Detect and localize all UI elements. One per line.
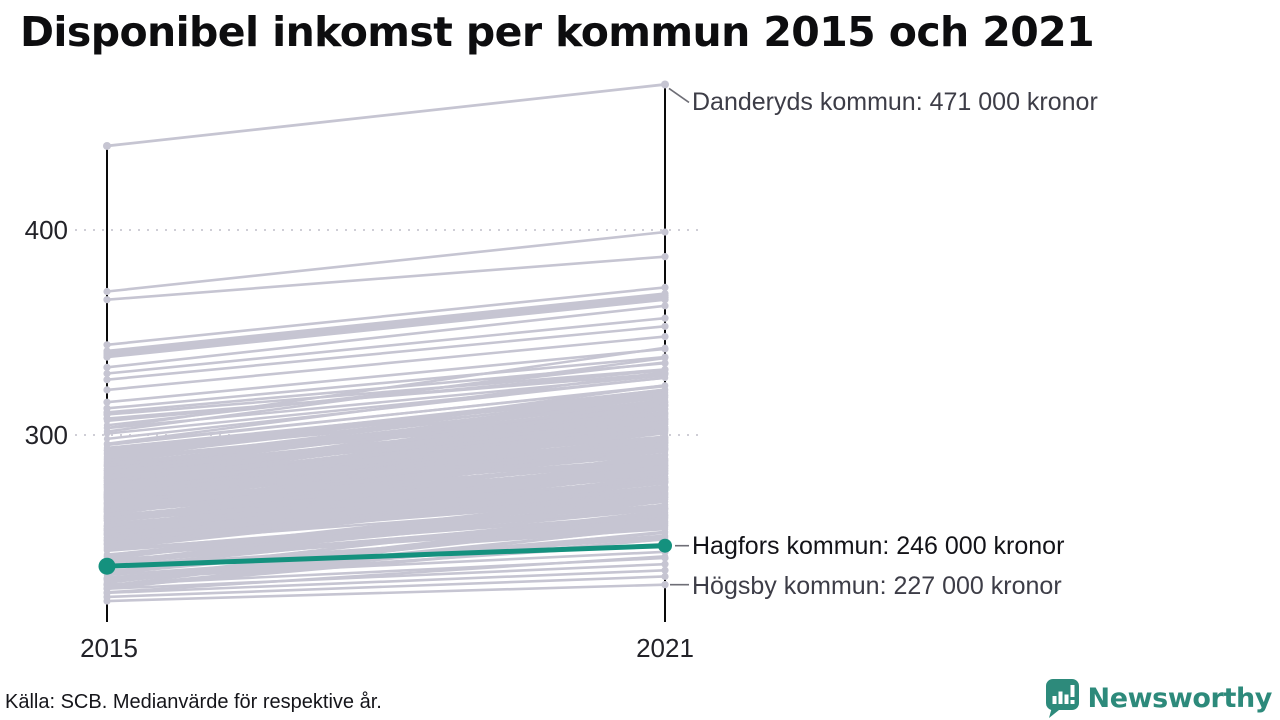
y-axis-tick-400: 400: [24, 215, 68, 245]
newsworthy-wordmark: Newsworthy: [1087, 682, 1273, 714]
source-note: Källa: SCB. Medianvärde för respektive å…: [5, 691, 382, 713]
newsworthy-logo: Newsworthy: [1042, 677, 1272, 719]
annotation-hagfors-kommun: Hagfors kommun: 246 000 kronor: [692, 532, 1065, 560]
chart-title: Disponibel inkomst per kommun 2015 och 2…: [20, 8, 1095, 56]
newsworthy-bubble-chart-icon: [1045, 679, 1079, 718]
annotation-hogsby-kommun: Högsby kommun: 227 000 kronor: [692, 572, 1062, 600]
x-axis-label-2015: 2015: [80, 633, 138, 663]
annotation-danderyds-kommun: Danderyds kommun: 471 000 kronor: [692, 88, 1098, 116]
x-axis-label-2021: 2021: [636, 633, 694, 663]
y-axis-tick-300: 300: [24, 420, 68, 450]
